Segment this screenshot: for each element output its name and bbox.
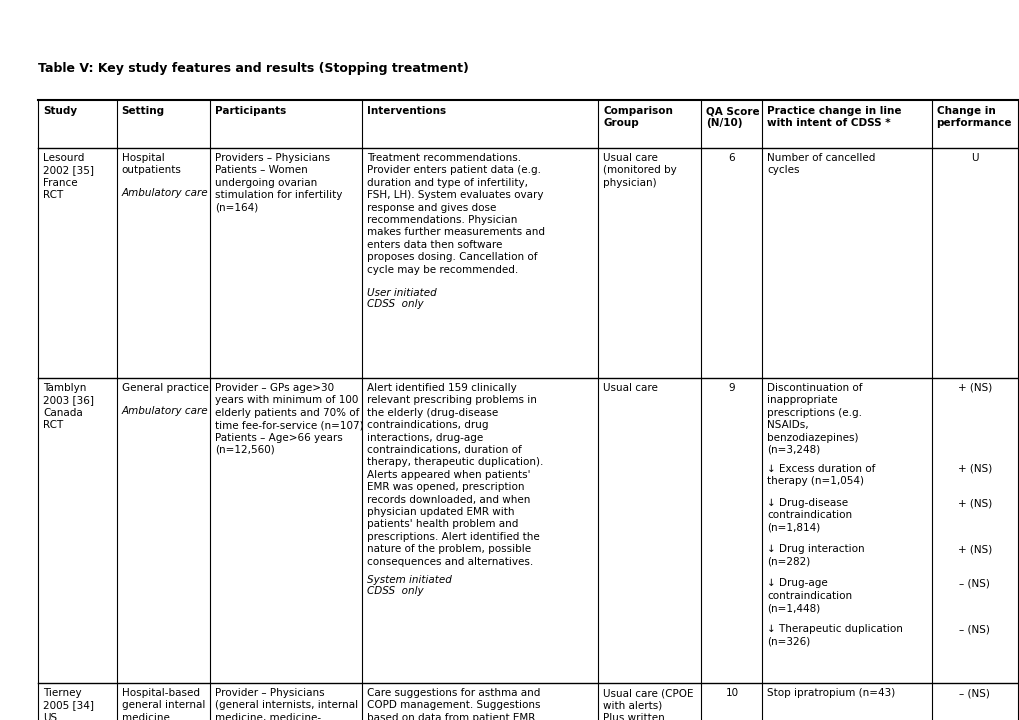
Text: Table V: Key study features and results (Stopping treatment): Table V: Key study features and results … [38, 62, 469, 75]
Text: ↓ Excess duration of
therapy (n=1,054): ↓ Excess duration of therapy (n=1,054) [766, 464, 875, 486]
Text: ↓ Drug-age
contraindication
(n=1,448): ↓ Drug-age contraindication (n=1,448) [766, 578, 852, 613]
Text: + (NS): + (NS) [957, 383, 990, 393]
Text: U: U [970, 153, 977, 163]
Text: Ambulatory care: Ambulatory care [121, 187, 208, 197]
Text: Ambulatory care: Ambulatory care [121, 406, 208, 416]
Text: Setting: Setting [121, 106, 165, 116]
Text: System initiated: System initiated [367, 575, 451, 585]
Text: – (NS): – (NS) [959, 688, 989, 698]
Text: CDSS  only: CDSS only [367, 587, 424, 596]
Text: Provider – GPs age>30
years with minimum of 100
elderly patients and 70% of
time: Provider – GPs age>30 years with minimum… [215, 383, 364, 455]
Text: Comparison
Group: Comparison Group [602, 106, 673, 128]
Text: Usual care (CPOE
with alerts)
Plus written
guidelines, didactic: Usual care (CPOE with alerts) Plus writt… [602, 688, 704, 720]
Text: QA Score
(N/10): QA Score (N/10) [706, 106, 759, 128]
Text: Tamblyn
2003 [36]
Canada
RCT: Tamblyn 2003 [36] Canada RCT [43, 383, 94, 430]
Text: General practice: General practice [121, 383, 208, 393]
Text: Participants: Participants [215, 106, 286, 116]
Text: Usual care
(monitored by
physician): Usual care (monitored by physician) [602, 153, 677, 188]
Text: + (NS): + (NS) [957, 544, 990, 554]
Text: Hospital-based
general internal
medicine
practices (n=4): Hospital-based general internal medicine… [121, 688, 205, 720]
Text: Provider – Physicians
(general internists, internal
medicine, medicine-
paediatr: Provider – Physicians (general internist… [215, 688, 368, 720]
Text: Tierney
2005 [34]
US: Tierney 2005 [34] US [43, 688, 94, 720]
Text: Usual care: Usual care [602, 383, 657, 393]
Text: Alert identified 159 clinically
relevant prescribing problems in
the elderly (dr: Alert identified 159 clinically relevant… [367, 383, 543, 567]
Text: ↓ Therapeutic duplication
(n=326): ↓ Therapeutic duplication (n=326) [766, 624, 903, 647]
Text: + (NS): + (NS) [957, 464, 990, 474]
Text: Change in
performance: Change in performance [935, 106, 1011, 128]
Text: Treatment recommendations.
Provider enters patient data (e.g.
duration and type : Treatment recommendations. Provider ente… [367, 153, 545, 274]
Text: Hospital
outpatients: Hospital outpatients [121, 153, 181, 176]
Text: 10: 10 [725, 688, 738, 698]
Text: Lesourd
2002 [35]
France
RCT: Lesourd 2002 [35] France RCT [43, 153, 94, 200]
Text: 6: 6 [728, 153, 735, 163]
Text: Discontinuation of
inappropriate
prescriptions (e.g.
NSAIDs,
benzodiazepines)
(n: Discontinuation of inappropriate prescri… [766, 383, 862, 455]
Text: ↓ Drug interaction
(n=282): ↓ Drug interaction (n=282) [766, 544, 864, 567]
Text: 9: 9 [728, 383, 735, 393]
Text: + (NS): + (NS) [957, 498, 990, 508]
Text: Stop ipratropium (n=43): Stop ipratropium (n=43) [766, 688, 895, 698]
Text: CDSS  only: CDSS only [367, 299, 424, 309]
Text: Providers – Physicians
Patients – Women
undergoing ovarian
stimulation for infer: Providers – Physicians Patients – Women … [215, 153, 342, 212]
Text: Interventions: Interventions [367, 106, 446, 116]
Text: Practice change in line
with intent of CDSS *: Practice change in line with intent of C… [766, 106, 901, 128]
Text: Study: Study [43, 106, 77, 116]
Text: ↓ Drug-disease
contraindication
(n=1,814): ↓ Drug-disease contraindication (n=1,814… [766, 498, 852, 533]
Text: User initiated: User initiated [367, 287, 437, 297]
Text: Care suggestions for asthma and
COPD management. Suggestions
based on data from : Care suggestions for asthma and COPD man… [367, 688, 540, 720]
Text: Number of cancelled
cycles: Number of cancelled cycles [766, 153, 875, 176]
Text: – (NS): – (NS) [959, 578, 989, 588]
Text: – (NS): – (NS) [959, 624, 989, 634]
